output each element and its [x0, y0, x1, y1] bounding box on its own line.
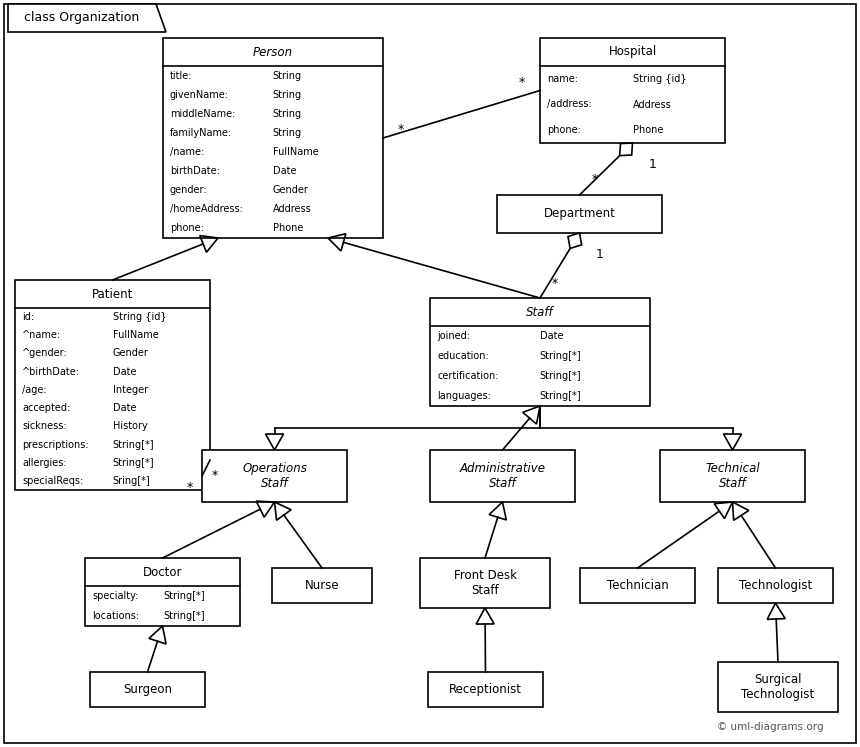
Text: Administrative
Staff: Administrative Staff [459, 462, 545, 490]
Text: joined:: joined: [437, 331, 470, 341]
Text: specialty:: specialty: [92, 591, 138, 601]
Text: Date: Date [273, 166, 296, 176]
Text: Address: Address [633, 99, 672, 110]
Text: 1: 1 [648, 158, 656, 172]
Text: phone:: phone: [170, 223, 204, 234]
Text: Surgeon: Surgeon [123, 683, 172, 696]
Bar [580, 568, 695, 603]
Text: Nurse: Nurse [304, 579, 340, 592]
Text: id:: id: [22, 312, 34, 322]
Text: phone:: phone: [547, 125, 581, 135]
Text: Patient: Patient [92, 288, 133, 300]
Text: ^gender:: ^gender: [22, 349, 68, 359]
Bar [428, 672, 543, 707]
Text: /age:: /age: [22, 385, 46, 395]
Bar [90, 672, 205, 707]
Text: Integer: Integer [113, 385, 148, 395]
Bar [202, 450, 347, 502]
Text: Phone: Phone [633, 125, 663, 135]
Text: String: String [273, 128, 302, 138]
Text: Gender: Gender [273, 185, 309, 195]
Text: locations:: locations: [92, 611, 139, 621]
Text: accepted:: accepted: [22, 403, 71, 413]
Text: Technical
Staff: Technical Staff [705, 462, 760, 490]
Text: specialReqs:: specialReqs: [22, 476, 83, 486]
Text: String[*]: String[*] [539, 391, 581, 401]
Text: Technician: Technician [606, 579, 668, 592]
Bar [163, 38, 383, 238]
Text: ^name:: ^name: [22, 330, 61, 341]
Text: Staff: Staff [526, 306, 554, 318]
Text: gender:: gender: [170, 185, 207, 195]
Text: Hospital: Hospital [608, 46, 657, 58]
Bar [497, 195, 662, 233]
Text: String[*]: String[*] [539, 351, 581, 361]
Text: Gender: Gender [113, 349, 149, 359]
Text: String {id}: String {id} [633, 74, 686, 84]
Bar [272, 568, 372, 603]
Text: sickness:: sickness: [22, 421, 66, 431]
Text: Department: Department [544, 208, 616, 220]
Text: String[*]: String[*] [163, 611, 205, 621]
Text: *: * [398, 123, 404, 137]
Text: ^birthDate:: ^birthDate: [22, 367, 80, 376]
Polygon shape [8, 4, 166, 32]
Bar [660, 450, 805, 502]
Text: String {id}: String {id} [113, 312, 166, 322]
Text: String[*]: String[*] [539, 371, 581, 381]
Text: languages:: languages: [437, 391, 491, 401]
Text: String: String [273, 109, 302, 119]
Text: class Organization: class Organization [24, 11, 139, 25]
Text: *: * [212, 468, 218, 482]
Text: *: * [519, 76, 525, 89]
Text: middleName:: middleName: [170, 109, 236, 119]
Text: *: * [592, 173, 598, 187]
Bar [420, 558, 550, 608]
Text: String: String [273, 90, 302, 99]
Text: Address: Address [273, 205, 311, 214]
Text: History: History [113, 421, 147, 431]
Text: Surgical
Technologist: Surgical Technologist [741, 673, 814, 701]
Bar [15, 280, 210, 490]
Bar [718, 662, 838, 712]
Text: String[*]: String[*] [113, 458, 154, 468]
Text: /homeAddress:: /homeAddress: [170, 205, 243, 214]
Text: FullName: FullName [113, 330, 158, 341]
Text: education:: education: [437, 351, 488, 361]
Text: Person: Person [253, 46, 293, 58]
Text: Date: Date [539, 331, 563, 341]
Text: prescriptions:: prescriptions: [22, 439, 89, 450]
Text: familyName:: familyName: [170, 128, 232, 138]
Text: birthDate:: birthDate: [170, 166, 220, 176]
Text: /name:: /name: [170, 147, 205, 157]
Text: Date: Date [113, 367, 136, 376]
Text: Date: Date [113, 403, 136, 413]
Text: String[*]: String[*] [163, 591, 205, 601]
Text: *: * [552, 276, 558, 290]
Bar [718, 568, 833, 603]
Text: Sring[*]: Sring[*] [113, 476, 150, 486]
Text: Receptionist: Receptionist [449, 683, 522, 696]
Text: © uml-diagrams.org: © uml-diagrams.org [716, 722, 823, 732]
Text: Technologist: Technologist [739, 579, 812, 592]
Text: title:: title: [170, 70, 193, 81]
Text: *: * [187, 482, 194, 495]
Text: String[*]: String[*] [113, 439, 154, 450]
Bar [85, 558, 240, 626]
Text: 1: 1 [596, 249, 604, 261]
Bar [430, 298, 650, 406]
Text: Operations
Staff: Operations Staff [242, 462, 307, 490]
Text: String: String [273, 70, 302, 81]
Text: /address:: /address: [547, 99, 592, 110]
Text: name:: name: [547, 74, 578, 84]
Bar [430, 450, 575, 502]
Text: Doctor: Doctor [143, 565, 182, 578]
Text: FullName: FullName [273, 147, 318, 157]
Text: allergies:: allergies: [22, 458, 66, 468]
Bar [540, 38, 725, 143]
Text: Phone: Phone [273, 223, 303, 234]
Text: givenName:: givenName: [170, 90, 229, 99]
Text: certification:: certification: [437, 371, 499, 381]
Text: Front Desk
Staff: Front Desk Staff [453, 569, 517, 597]
